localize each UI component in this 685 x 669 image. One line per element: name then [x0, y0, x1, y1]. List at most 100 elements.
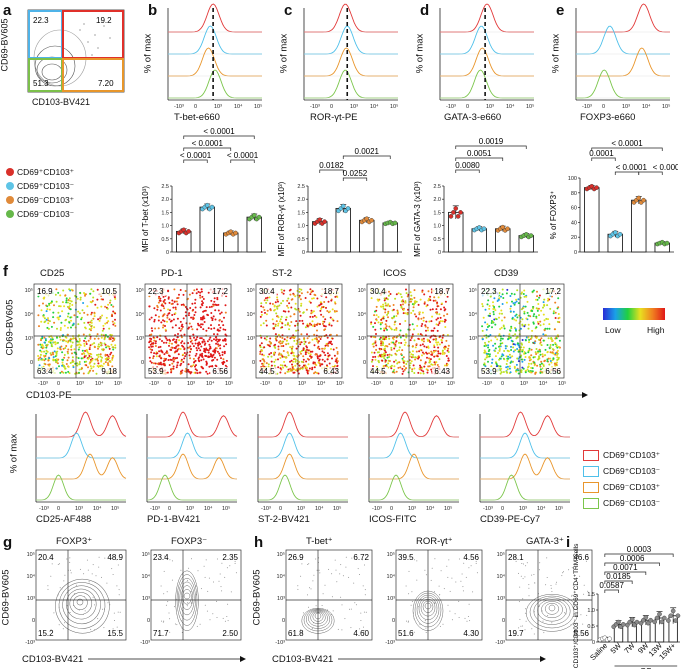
panel-label-i: i [566, 534, 571, 551]
p-value: 0.0051 [467, 149, 492, 158]
dotplot-title: CD25 [40, 268, 65, 279]
panel-label-c: c [284, 2, 293, 19]
legend-label: CD69⁻CD103⁺ [603, 481, 661, 492]
group-label: CS [640, 666, 652, 669]
contour-svg: 26.9 6.72 61.8 4.60 10⁵ 10⁴ 10³ 0 -10³ [275, 549, 373, 646]
significance-bracket [604, 580, 633, 584]
quadrant-value: 46.6 [573, 553, 589, 562]
y-tick-label: 10⁵ [142, 551, 150, 558]
data-point [643, 615, 649, 620]
p-value: 0.0003 [627, 545, 652, 554]
y-tick-label: 0.5 [587, 624, 595, 630]
data-point [181, 227, 187, 233]
y-tick-label: 2.0 [297, 197, 305, 203]
data-point [664, 240, 670, 246]
y-tick-label: 0 [574, 250, 577, 256]
y-tick-label: 10⁴ [142, 573, 151, 580]
panel-label-g: g [3, 534, 13, 551]
quadrant-value: 17.2 [212, 287, 228, 296]
hist-curve [168, 25, 262, 55]
y-tick-label: 0.5 [297, 237, 305, 243]
contour-title: FOXP3⁺ [56, 536, 93, 547]
histogram-cd39-pe-cy7: -10³ 0 10³ 10⁴ 10⁵ CD39-PE-Cy7 [474, 410, 578, 528]
hist-curve [304, 25, 398, 55]
x-tick-label: -10³ [261, 506, 271, 512]
hist-legend-item: CD69⁻CD103⁺ [583, 479, 683, 495]
x-tick-label: 7W [622, 640, 637, 655]
contour-plot: ROR-γt⁺ 39.5 4.56 51.6 4.30 10⁵ 10⁴ 10³ 0 -10³ [380, 536, 486, 651]
panel-f-histograms: -10³ 0 10³ 10⁴ 10⁵ CD25-AF488 -10³ 0 10³ 10⁴ 10⁵ PD… [30, 410, 590, 528]
quadrant-value: 10.5 [101, 287, 117, 296]
quadrant-value: 17.2 [545, 287, 561, 296]
y-tick-label: 10³ [27, 596, 35, 602]
hist-curve [576, 3, 670, 33]
axis-tick-label: 10⁴ [370, 103, 379, 110]
x-tick-label: 10⁵ [225, 380, 233, 387]
y-tick-label: 10⁴ [27, 573, 36, 580]
x-tick-label: -10³ [260, 381, 270, 387]
contour-svg: 23.4 2.35 71.7 2.50 10⁵ 10⁴ 10³ 0 -10³ [140, 549, 242, 646]
axis-tick-label: 10³ [486, 104, 494, 110]
data-point [657, 611, 662, 617]
quadrant-value: 18.7 [323, 287, 339, 296]
x-tick-label: 10⁵ [555, 505, 563, 512]
quadrant-value: 20.4 [38, 553, 54, 562]
data-point [616, 619, 621, 625]
y-tick-label: -10³ [140, 640, 150, 646]
quadrant-value: 5.56 [573, 629, 589, 638]
y-axis-label: % of FOXP3⁺ [549, 191, 558, 240]
x-tick-label: 10⁴ [95, 380, 104, 387]
data-point [233, 230, 238, 236]
significance-bracket [342, 177, 368, 181]
p-value: < 0.0001 [611, 139, 643, 148]
y-tick-label: 10³ [358, 336, 366, 342]
color-scale-bar [603, 308, 665, 320]
histogram-st-2-bv421: -10³ 0 10³ 10⁴ 10⁵ ST-2-BV421 [252, 410, 356, 528]
data-point [528, 233, 534, 238]
x-tick-label: 0 [279, 506, 282, 512]
hist-xlabel: CD25-AF488 [36, 514, 92, 525]
q-lr: 7.20 [98, 79, 114, 88]
p-value: < 0.0001 [180, 151, 212, 160]
x-tick-label: -10³ [372, 506, 382, 512]
panel-a: a CD69-BV605 22.3 19.2 51.3 7.20 CD103-B… [0, 0, 135, 110]
y-tick-label: 1.5 [587, 592, 595, 598]
axis-tick-label: 10⁴ [642, 103, 651, 110]
y-tick-label: 0 [474, 360, 477, 366]
quadrant-value: 6.56 [212, 367, 228, 376]
hist-curve [168, 47, 262, 77]
y-tick-label: 0.5 [161, 237, 169, 243]
x-tick-label: 10⁵ [333, 505, 341, 512]
bar [312, 221, 328, 253]
hist-plot: -10³ 0 10³ 10⁴ 10⁵ [439, 3, 534, 110]
p-value: 0.0006 [620, 554, 645, 563]
y-tick-label: 40 [571, 220, 577, 226]
y-tick-label: 10⁴ [25, 311, 34, 318]
significance-bracket [455, 145, 527, 149]
hist-curve [369, 411, 459, 438]
y-tick-label: 10⁴ [136, 311, 145, 318]
axis-tick-label: -10³ [310, 104, 320, 110]
axis-tick-label: 0 [194, 104, 197, 110]
hist-curve [440, 47, 534, 77]
legend-dot [6, 182, 14, 190]
legend-label: CD69⁺CD103⁺ [603, 449, 661, 460]
x-tick-label: 10³ [186, 506, 194, 512]
x-tick-label: -10³ [38, 381, 48, 387]
p-value: < 0.0001 [653, 163, 678, 172]
x-tick-label: 10⁴ [317, 380, 326, 387]
q-ur: 19.2 [96, 16, 112, 25]
contour-title: T-bet⁺ [306, 536, 333, 547]
hist-plot: -10³ 0 10³ 10⁴ 10⁵ [303, 3, 398, 110]
data-point [652, 619, 657, 625]
y-tick-label: 10⁵ [497, 551, 505, 558]
data-point [209, 204, 215, 210]
quadrant-value: 44.5 [370, 367, 386, 376]
data-point [666, 618, 671, 623]
y-tick-label: -10³ [495, 640, 505, 646]
axis-tick-label: 10³ [622, 104, 630, 110]
contour-svg: 20.4 48.9 15.2 15.5 10⁵ 10⁴ 10³ 0 -10³ [25, 549, 127, 646]
data-point [654, 615, 660, 621]
quadrant-value: 44.5 [259, 367, 275, 376]
dotplot-title: ICOS [383, 268, 407, 279]
